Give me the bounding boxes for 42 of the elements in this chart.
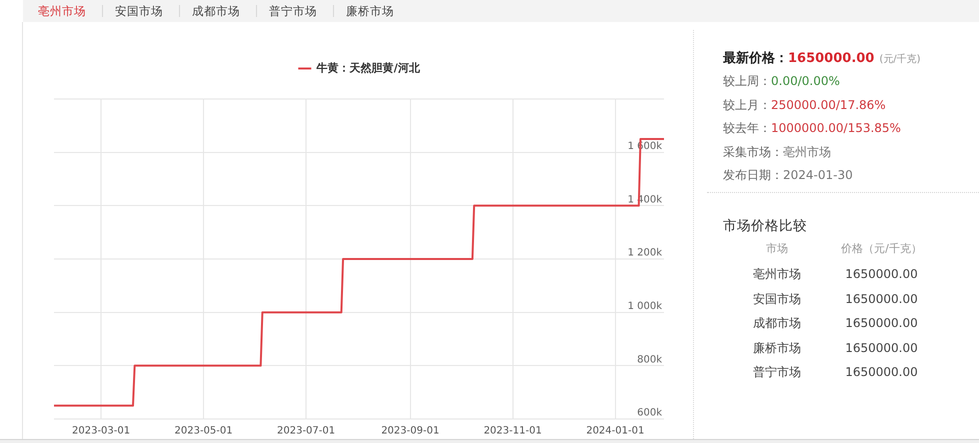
text: 较上月： <box>723 98 771 112</box>
legend-label: 牛黄：天然胆黄/河北 <box>316 61 421 74</box>
text: 安国市场 <box>102 4 179 18</box>
text: 亳州市场 <box>752 266 802 282</box>
text: 较上周： <box>723 74 771 88</box>
text: 市场 <box>765 241 789 257</box>
text: 1650000.00 <box>844 290 919 306</box>
text: 最新价格： <box>723 51 788 66</box>
x-tick-label: 2023-03-01 <box>72 426 130 437</box>
text: 普宁市场 <box>256 4 333 18</box>
text: 亳州市场 <box>783 144 831 158</box>
text: 采集市场： <box>723 144 783 158</box>
text: 安国市场 <box>752 290 802 306</box>
y-tick-label: 1 200k <box>628 248 662 259</box>
text: 市场价格比较 <box>723 217 807 235</box>
x-tick-label: 2023-05-01 <box>174 426 233 437</box>
x-tick-label: 2023-09-01 <box>381 426 440 437</box>
text: 1650000.00 <box>844 340 919 356</box>
text: 廉桥市场 <box>752 340 802 356</box>
text: 1000000.00/153.85% <box>771 121 901 135</box>
text: 普宁市场 <box>752 364 802 380</box>
y-tick-label: 1 000k <box>628 300 662 312</box>
x-tick-label: 2024-01-01 <box>586 426 644 437</box>
text: 成都市场 <box>179 4 256 18</box>
y-tick-label: 600k <box>637 408 662 419</box>
text: (元/千克) <box>879 54 921 65</box>
text: 1650000.00 <box>844 364 919 380</box>
x-tick-label: 2023-11-01 <box>484 426 542 437</box>
text: 较去年： <box>723 121 771 135</box>
text: 1650000.00 <box>844 315 919 331</box>
text: 价格（元/千克） <box>840 241 923 257</box>
text: 成都市场 <box>752 315 802 331</box>
text: 0.00/0.00% <box>771 74 840 88</box>
text: 廉桥市场 <box>333 4 410 18</box>
text: 1650000.00 <box>844 266 919 282</box>
y-tick-label: 800k <box>637 354 662 366</box>
text: 1650000.00 <box>788 51 874 66</box>
x-tick-label: 2023-07-01 <box>277 426 336 437</box>
text: 250000.00/17.86% <box>771 98 886 112</box>
text: 发布日期： <box>723 168 783 182</box>
text: 亳州市场 <box>37 4 87 18</box>
text: 2024-01-30 <box>783 168 853 182</box>
